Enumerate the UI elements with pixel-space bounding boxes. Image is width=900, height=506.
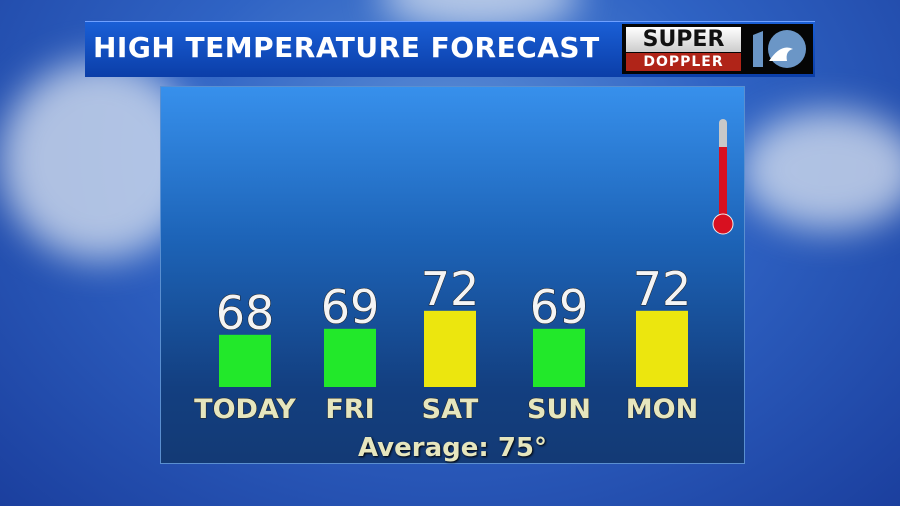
page-title: HIGH TEMPERATURE FORECAST xyxy=(93,31,600,64)
value-label: 69 xyxy=(321,280,380,334)
day-label: MON xyxy=(626,394,698,425)
thermometer-icon xyxy=(712,119,734,235)
forecast-bar-chart: 68 TODAY 69 FRI 72 SAT 69 SUN 72 MON xyxy=(194,119,734,426)
bar-today xyxy=(219,334,271,387)
day-label: TODAY xyxy=(194,394,296,425)
value-label: 72 xyxy=(421,262,480,316)
logo-doppler: DOPPLER xyxy=(626,53,741,71)
channel-10-wave-icon xyxy=(753,30,806,68)
bar-sun xyxy=(533,328,585,387)
bar-mon xyxy=(636,310,688,387)
logo-super: SUPER xyxy=(626,27,741,52)
average-label: Average: 75° xyxy=(357,433,548,463)
value-label: 72 xyxy=(633,262,692,316)
cloud xyxy=(740,110,900,230)
value-label: 69 xyxy=(530,280,589,334)
bar-fri xyxy=(324,328,376,387)
day-label: FRI xyxy=(325,394,374,425)
value-label: 68 xyxy=(216,286,275,340)
super-doppler-10-logo: SUPER DOPPLER xyxy=(622,24,813,74)
bar-sat xyxy=(424,310,476,387)
day-label: SUN xyxy=(527,394,591,425)
forecast-panel: 68 TODAY 69 FRI 72 SAT 69 SUN 72 MON Average: 75° xyxy=(160,86,745,464)
day-label: SAT xyxy=(422,394,479,425)
